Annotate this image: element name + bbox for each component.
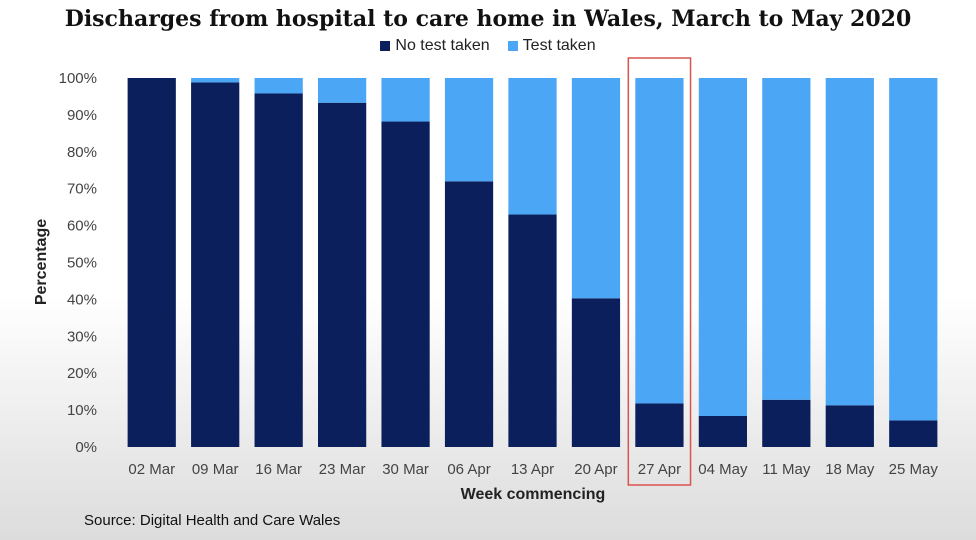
y-tick-label: 100% bbox=[59, 70, 97, 87]
bar-test-06-apr bbox=[444, 78, 494, 182]
x-tick-label: 18 May bbox=[825, 461, 875, 478]
x-tick-label: 04 May bbox=[698, 461, 748, 478]
bar-test-25-may bbox=[889, 78, 938, 421]
bar-test-13-apr bbox=[508, 78, 557, 215]
x-tick-label: 11 May bbox=[762, 461, 811, 478]
x-tick-label: 27 Apr bbox=[638, 461, 681, 478]
bar-no-test-18-may bbox=[825, 405, 874, 447]
bar-test-09-mar bbox=[191, 78, 240, 83]
legend-label-no-test: No test taken bbox=[395, 37, 490, 54]
x-tick-label: 30 Mar bbox=[382, 461, 429, 478]
bar-no-test-06-apr bbox=[444, 181, 494, 447]
source-note: Source: Digital Health and Care Wales bbox=[84, 512, 341, 529]
bar-no-test-23-mar bbox=[318, 102, 367, 448]
y-tick-label: 20% bbox=[67, 365, 97, 382]
bar-no-test-02-mar bbox=[127, 78, 176, 447]
x-axis-title: Week commencing bbox=[461, 486, 606, 503]
bar-no-test-27-apr bbox=[635, 403, 684, 447]
y-tick-label: 40% bbox=[67, 291, 97, 308]
y-tick-label: 80% bbox=[67, 144, 97, 161]
x-tick-label: 25 May bbox=[889, 461, 939, 478]
bar-no-test-25-may bbox=[889, 420, 938, 447]
y-tick-label: 90% bbox=[67, 107, 97, 124]
x-tick-label: 20 Apr bbox=[574, 461, 617, 478]
legend-item-no-test: No test taken bbox=[380, 37, 490, 55]
bar-test-23-mar bbox=[318, 78, 367, 103]
highlight-box-27-apr bbox=[627, 57, 692, 486]
legend-label-test: Test taken bbox=[522, 37, 596, 54]
y-tick-label: 10% bbox=[67, 402, 97, 419]
legend: No test taken Test taken bbox=[0, 37, 976, 55]
legend-item-test: Test taken bbox=[507, 37, 596, 55]
x-tick-label: 06 Apr bbox=[447, 461, 490, 478]
x-tick-label: 09 Mar bbox=[192, 461, 239, 478]
x-tick-label: 13 Apr bbox=[511, 461, 554, 478]
bar-test-04-may bbox=[698, 78, 747, 417]
bar-test-11-may bbox=[762, 78, 811, 400]
bar-test-16-mar bbox=[254, 78, 303, 94]
bar-test-27-apr bbox=[635, 78, 684, 404]
y-tick-label: 0% bbox=[75, 439, 97, 456]
chart-title: Discharges from hospital to care home in… bbox=[64, 6, 912, 32]
y-tick-label: 70% bbox=[67, 181, 97, 198]
legend-swatch-no-test bbox=[380, 41, 391, 51]
bar-no-test-30-mar bbox=[381, 121, 430, 448]
legend-swatch-test bbox=[507, 41, 518, 51]
y-tick-label: 60% bbox=[67, 218, 97, 235]
bar-no-test-13-apr bbox=[508, 214, 557, 447]
y-tick-label: 50% bbox=[67, 255, 97, 272]
bar-test-20-apr bbox=[571, 78, 621, 299]
bar-test-30-mar bbox=[381, 78, 430, 122]
x-tick-label: 23 Mar bbox=[319, 461, 366, 478]
bar-no-test-16-mar bbox=[254, 93, 303, 448]
bar-no-test-11-may bbox=[762, 399, 811, 447]
bar-no-test-04-may bbox=[698, 416, 747, 447]
y-tick-label: 30% bbox=[67, 328, 97, 345]
bar-no-test-09-mar bbox=[191, 82, 240, 447]
x-tick-label: 02 Mar bbox=[128, 461, 175, 478]
y-axis-title: Percentage bbox=[33, 219, 50, 305]
bar-test-18-may bbox=[825, 78, 874, 406]
x-tick-label: 16 Mar bbox=[255, 461, 302, 478]
bar-no-test-20-apr bbox=[571, 298, 621, 447]
